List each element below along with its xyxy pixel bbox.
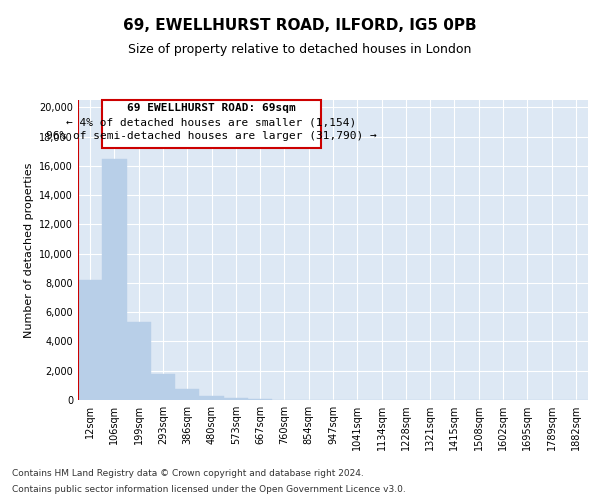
Bar [127,322,151,400]
Bar [102,158,127,400]
Text: Contains HM Land Registry data © Crown copyright and database right 2024.: Contains HM Land Registry data © Crown c… [12,468,364,477]
Y-axis label: Number of detached properties: Number of detached properties [24,162,34,338]
Text: ← 4% of detached houses are smaller (1,154): ← 4% of detached houses are smaller (1,1… [67,117,356,127]
Bar [78,280,102,400]
Bar [151,374,175,400]
Text: Contains public sector information licensed under the Open Government Licence v3: Contains public sector information licen… [12,485,406,494]
Text: Size of property relative to detached houses in London: Size of property relative to detached ho… [128,42,472,56]
Bar [224,398,248,400]
Text: 69, EWELLHURST ROAD, ILFORD, IG5 0PB: 69, EWELLHURST ROAD, ILFORD, IG5 0PB [123,18,477,32]
Bar [199,396,224,400]
Bar [248,398,272,400]
Text: 69 EWELLHURST ROAD: 69sqm: 69 EWELLHURST ROAD: 69sqm [127,104,296,114]
Bar [102,100,321,148]
Bar [175,389,199,400]
Text: 96% of semi-detached houses are larger (31,790) →: 96% of semi-detached houses are larger (… [46,131,377,141]
